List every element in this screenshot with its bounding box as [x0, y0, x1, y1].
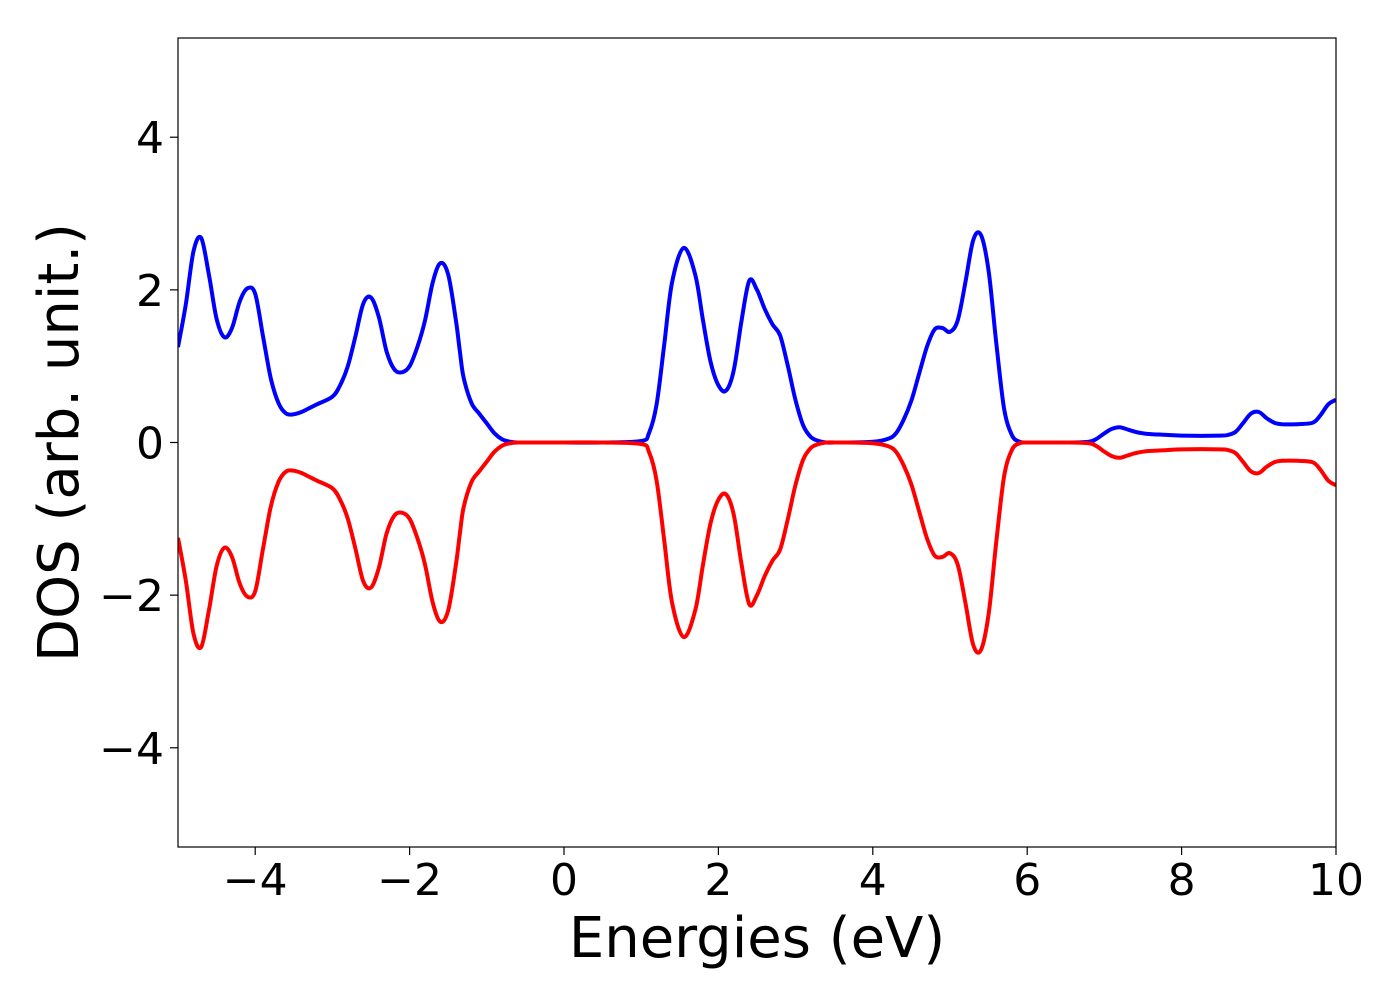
y-axis-label: DOS (arb. unit.): [27, 223, 92, 662]
plot-frame: [177, 37, 1337, 848]
series-line-spin-up: [178, 230, 1336, 445]
x-tick-label: 4: [859, 855, 887, 906]
x-axis-label: Energies (eV): [569, 906, 945, 971]
y-tick-label: 4: [136, 113, 164, 164]
x-tick-label: 10: [1308, 855, 1364, 906]
y-tick-label: 2: [136, 266, 164, 317]
y-tick-label: 0: [136, 419, 164, 470]
x-tick-label: −2: [377, 855, 442, 906]
x-tick-label: −4: [223, 855, 288, 906]
y-tick-label: −2: [99, 571, 164, 622]
x-tick-label: 6: [1013, 855, 1041, 906]
series-line-spin-down: [178, 440, 1336, 655]
y-axis-ticks: −4 −2 0 2 4: [99, 113, 178, 775]
x-tick-label: 0: [550, 855, 578, 906]
x-tick-label: 8: [1168, 855, 1196, 906]
y-tick-label: −4: [99, 724, 164, 775]
x-axis-ticks: −4 −2 0 2 4 6 8 10: [223, 847, 1364, 906]
plot-lines: [178, 230, 1336, 655]
x-tick-label: 2: [704, 855, 732, 906]
